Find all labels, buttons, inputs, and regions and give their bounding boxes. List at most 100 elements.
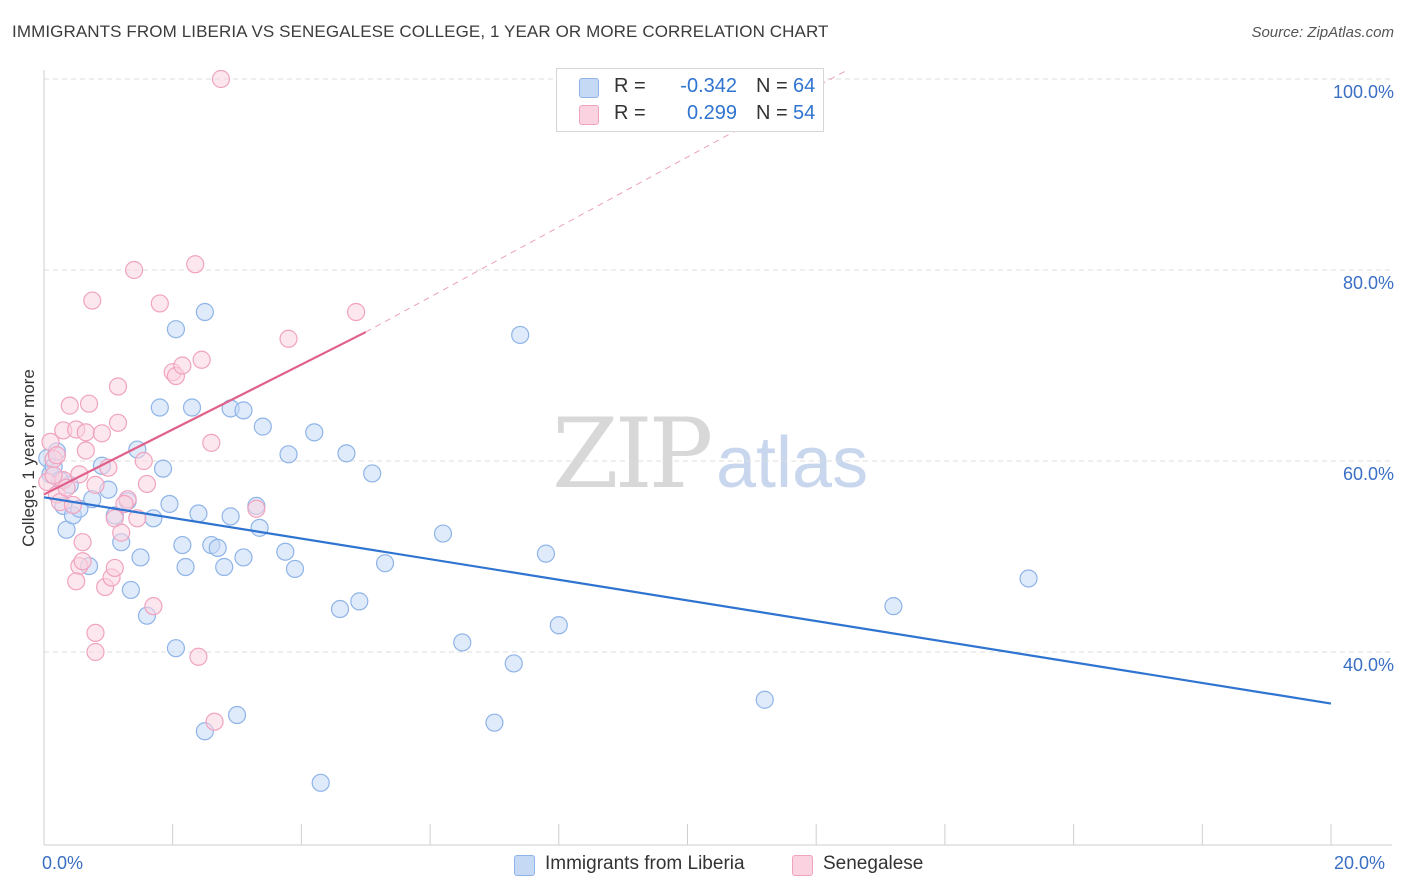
data-point — [182, 398, 202, 417]
trendline-senegalese — [43, 331, 367, 496]
x-tick-label-min: 0.0% — [42, 853, 84, 873]
bottom-legend-swatch-senegalese — [792, 855, 813, 876]
legend-r-value: 0.299 — [686, 102, 737, 124]
series-senegalese — [38, 69, 366, 731]
data-point — [1019, 569, 1038, 588]
data-point — [76, 441, 95, 460]
data-point — [86, 475, 105, 494]
data-point — [108, 413, 128, 432]
data-point — [60, 396, 79, 415]
data-point — [211, 69, 231, 89]
data-point — [276, 542, 295, 561]
watermark-atlas: atlas — [716, 423, 869, 503]
data-point — [108, 377, 128, 396]
data-point — [433, 524, 453, 543]
data-point — [131, 548, 150, 567]
data-point — [504, 654, 523, 673]
data-point — [350, 592, 369, 611]
y-tick-label: 80.0% — [1342, 273, 1394, 293]
data-point — [153, 459, 173, 478]
data-point — [205, 712, 224, 731]
data-point — [311, 773, 330, 792]
legend-n-value: 64 — [793, 75, 816, 97]
data-point — [144, 597, 163, 616]
data-point — [363, 464, 382, 483]
data-point — [47, 446, 66, 465]
data-point — [453, 633, 472, 652]
data-point — [160, 494, 179, 514]
data-point — [511, 325, 530, 345]
data-point — [215, 557, 234, 577]
data-point — [134, 451, 153, 471]
legend-n-label: N = — [756, 102, 788, 124]
data-point — [76, 423, 95, 442]
x-tick-label-max: 20.0% — [1334, 853, 1386, 873]
data-point — [189, 504, 208, 523]
data-point — [227, 705, 247, 725]
data-point — [83, 291, 102, 310]
y-axis-label: College, 1 year or more — [19, 369, 38, 547]
data-point — [234, 401, 253, 420]
data-point — [186, 255, 205, 274]
axes — [43, 70, 1392, 846]
chart-source: Source: ZipAtlas.com — [1251, 24, 1394, 41]
data-point — [105, 558, 124, 578]
data-point — [285, 559, 305, 579]
data-point — [346, 302, 366, 322]
data-point — [57, 478, 76, 497]
data-point — [305, 423, 324, 442]
data-point — [137, 474, 157, 494]
data-point — [253, 417, 272, 436]
data-point — [192, 350, 211, 369]
data-point — [247, 499, 266, 518]
data-point — [86, 623, 105, 643]
data-point — [208, 538, 227, 558]
data-point — [86, 642, 105, 662]
data-point — [115, 494, 134, 514]
data-point — [536, 544, 556, 563]
legend-swatch-liberia — [579, 78, 599, 98]
correlation-legend: R = -0.342 N = 64 R = 0.299 N = 54 — [556, 68, 824, 132]
legend-r-value: -0.342 — [680, 75, 737, 97]
data-point — [150, 294, 169, 313]
data-point — [67, 572, 86, 591]
y-tick-label: 100.0% — [1332, 82, 1394, 102]
data-point — [234, 548, 253, 567]
legend-r-label: R = — [614, 75, 646, 97]
y-tick-label: 60.0% — [1342, 464, 1394, 484]
data-point — [166, 320, 186, 339]
data-point — [549, 616, 568, 635]
legend-n-value: 54 — [793, 102, 816, 124]
data-point — [144, 509, 163, 528]
data-point — [221, 507, 240, 526]
data-point — [330, 599, 350, 619]
data-point — [63, 495, 83, 515]
bottom-legend-swatch-liberia — [514, 855, 535, 876]
data-point — [189, 647, 208, 666]
data-point — [279, 329, 298, 348]
data-point — [121, 580, 140, 600]
legend-swatch-senegalese — [579, 105, 599, 125]
data-point — [279, 445, 298, 464]
data-point — [195, 302, 214, 322]
data-point — [112, 523, 131, 542]
data-point — [884, 597, 903, 616]
watermark-zip: ZIP — [552, 398, 713, 510]
data-point — [73, 552, 92, 571]
data-point — [173, 356, 192, 375]
data-point — [150, 398, 169, 417]
data-point — [124, 260, 144, 280]
data-point — [176, 557, 195, 577]
trendline-extension-senegalese — [365, 69, 849, 333]
series-liberia — [38, 302, 1038, 792]
data-point — [485, 713, 504, 732]
data-point — [755, 690, 774, 709]
legend-n-label: N = — [756, 75, 788, 97]
bottom-legend-label-senegalese: Senegalese — [823, 853, 924, 874]
data-point — [92, 424, 112, 443]
data-point — [79, 394, 99, 413]
data-point — [73, 533, 92, 552]
chart-title: IMMIGRANTS FROM LIBERIA VS SENEGALESE CO… — [12, 22, 829, 41]
data-point — [173, 535, 192, 555]
